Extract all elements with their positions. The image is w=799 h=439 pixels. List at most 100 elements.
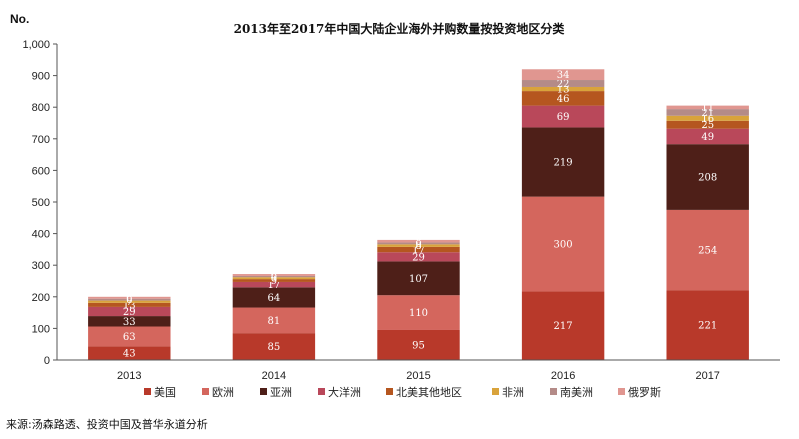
bar-segment [521,80,605,87]
legend-label: 非洲 [502,386,524,399]
data-label: 46 [557,94,570,105]
data-label: 21 [701,108,714,119]
data-label: 6 [271,270,277,281]
y-tick-label: 300 [32,260,50,272]
data-label: 9 [271,276,277,287]
y-tick-label: 600 [32,165,50,177]
data-label: 17 [412,245,425,256]
data-label: 13 [123,300,136,311]
data-label: 81 [268,316,281,327]
legend-label: 欧洲 [212,386,234,399]
x-tick-label: 2014 [262,370,286,382]
y-tick-label: 700 [32,134,50,146]
bars: 4363332913766858164179646951101072917868… [88,69,749,360]
data-label: 4 [271,272,277,283]
legend-label: 美国 [154,386,176,399]
bar-segment [377,246,460,253]
x-tick-label: 2016 [551,370,575,382]
legend-swatch [550,388,557,395]
data-label: 25 [701,120,714,131]
bar-segment [88,298,171,301]
y-tick-label: 1,000 [22,39,50,51]
legend-item: 俄罗斯 [618,386,661,399]
bar-segment [666,115,749,121]
legend-label: 北美其他地区 [396,386,462,399]
data-label: 85 [268,342,281,353]
y-tick-label: 500 [32,197,50,209]
bar-segment [521,196,605,292]
bar-segment [377,329,460,360]
bar-segment [232,277,316,280]
data-label: 6 [415,239,421,250]
bar-segment [232,279,316,282]
legend-item: 亚洲 [260,386,292,399]
y-tick-label: 0 [44,355,50,367]
data-label: 7 [126,297,132,308]
data-label: 300 [554,240,573,251]
legend: 美国 欧洲 亚洲 大洋洲 北美其他地区 非洲 南美洲 俄罗斯 [144,385,661,399]
bar-segment [521,91,605,106]
data-label: 107 [409,274,428,285]
data-label: 8 [415,237,421,248]
data-label: 6 [126,293,132,304]
data-label: 6 [271,274,277,285]
data-label: 34 [557,70,570,81]
legend-item: 非洲 [492,386,524,399]
legend-swatch [492,388,499,395]
bar-segment [377,239,460,243]
legend-label: 大洋洲 [328,385,361,399]
bar-segment [232,333,316,360]
legend-swatch [202,388,209,395]
bar-segment [88,346,171,360]
bar-segment [666,209,749,291]
data-label: 95 [412,340,425,351]
data-label: 221 [698,321,717,332]
bar-segment [88,302,171,307]
bar-segment [88,316,171,327]
bar-segment [521,127,605,197]
bar-segment [666,144,749,210]
bar-segment [232,275,316,278]
legend-swatch [144,388,151,395]
legend-label: 南美洲 [560,386,593,399]
bar-segment [377,244,460,247]
legend-item: 北美其他地区 [386,386,462,399]
y-tick-label: 400 [32,229,50,241]
data-label: 254 [698,246,717,257]
y-tick-label: 900 [32,71,50,83]
data-label: 63 [123,332,136,343]
bar-segment [232,281,316,288]
bar-segment [377,242,460,245]
data-label: 33 [123,317,136,328]
bar-segment [666,109,749,116]
bar-segment [666,105,749,110]
bar-segment [232,287,316,308]
data-label: 13 [557,85,570,96]
data-label: 219 [554,158,573,169]
data-label: 29 [123,307,136,318]
data-label: 29 [412,252,425,263]
x-tick-label: 2013 [117,370,141,382]
bar-segment [88,306,171,317]
bar-segment [666,120,749,129]
data-label: 110 [409,308,428,319]
bar-segment [88,326,171,347]
data-label: 8 [415,241,421,252]
chart-title: 2013年至2017年中国大陆企业海外并购数量按投资地区分类 [234,21,566,36]
data-label: 208 [698,173,717,184]
legend-swatch [318,388,325,395]
y-tick-label: 800 [32,102,50,114]
bar-segment [377,261,460,296]
legend-swatch [618,388,625,395]
data-label: 6 [126,295,132,306]
data-label: 69 [557,112,570,123]
data-label: 11 [701,103,714,114]
x-tick-label: 2015 [406,370,430,382]
source-note: 来源:汤森路透、投资中国及普华永道分析 [6,418,208,431]
